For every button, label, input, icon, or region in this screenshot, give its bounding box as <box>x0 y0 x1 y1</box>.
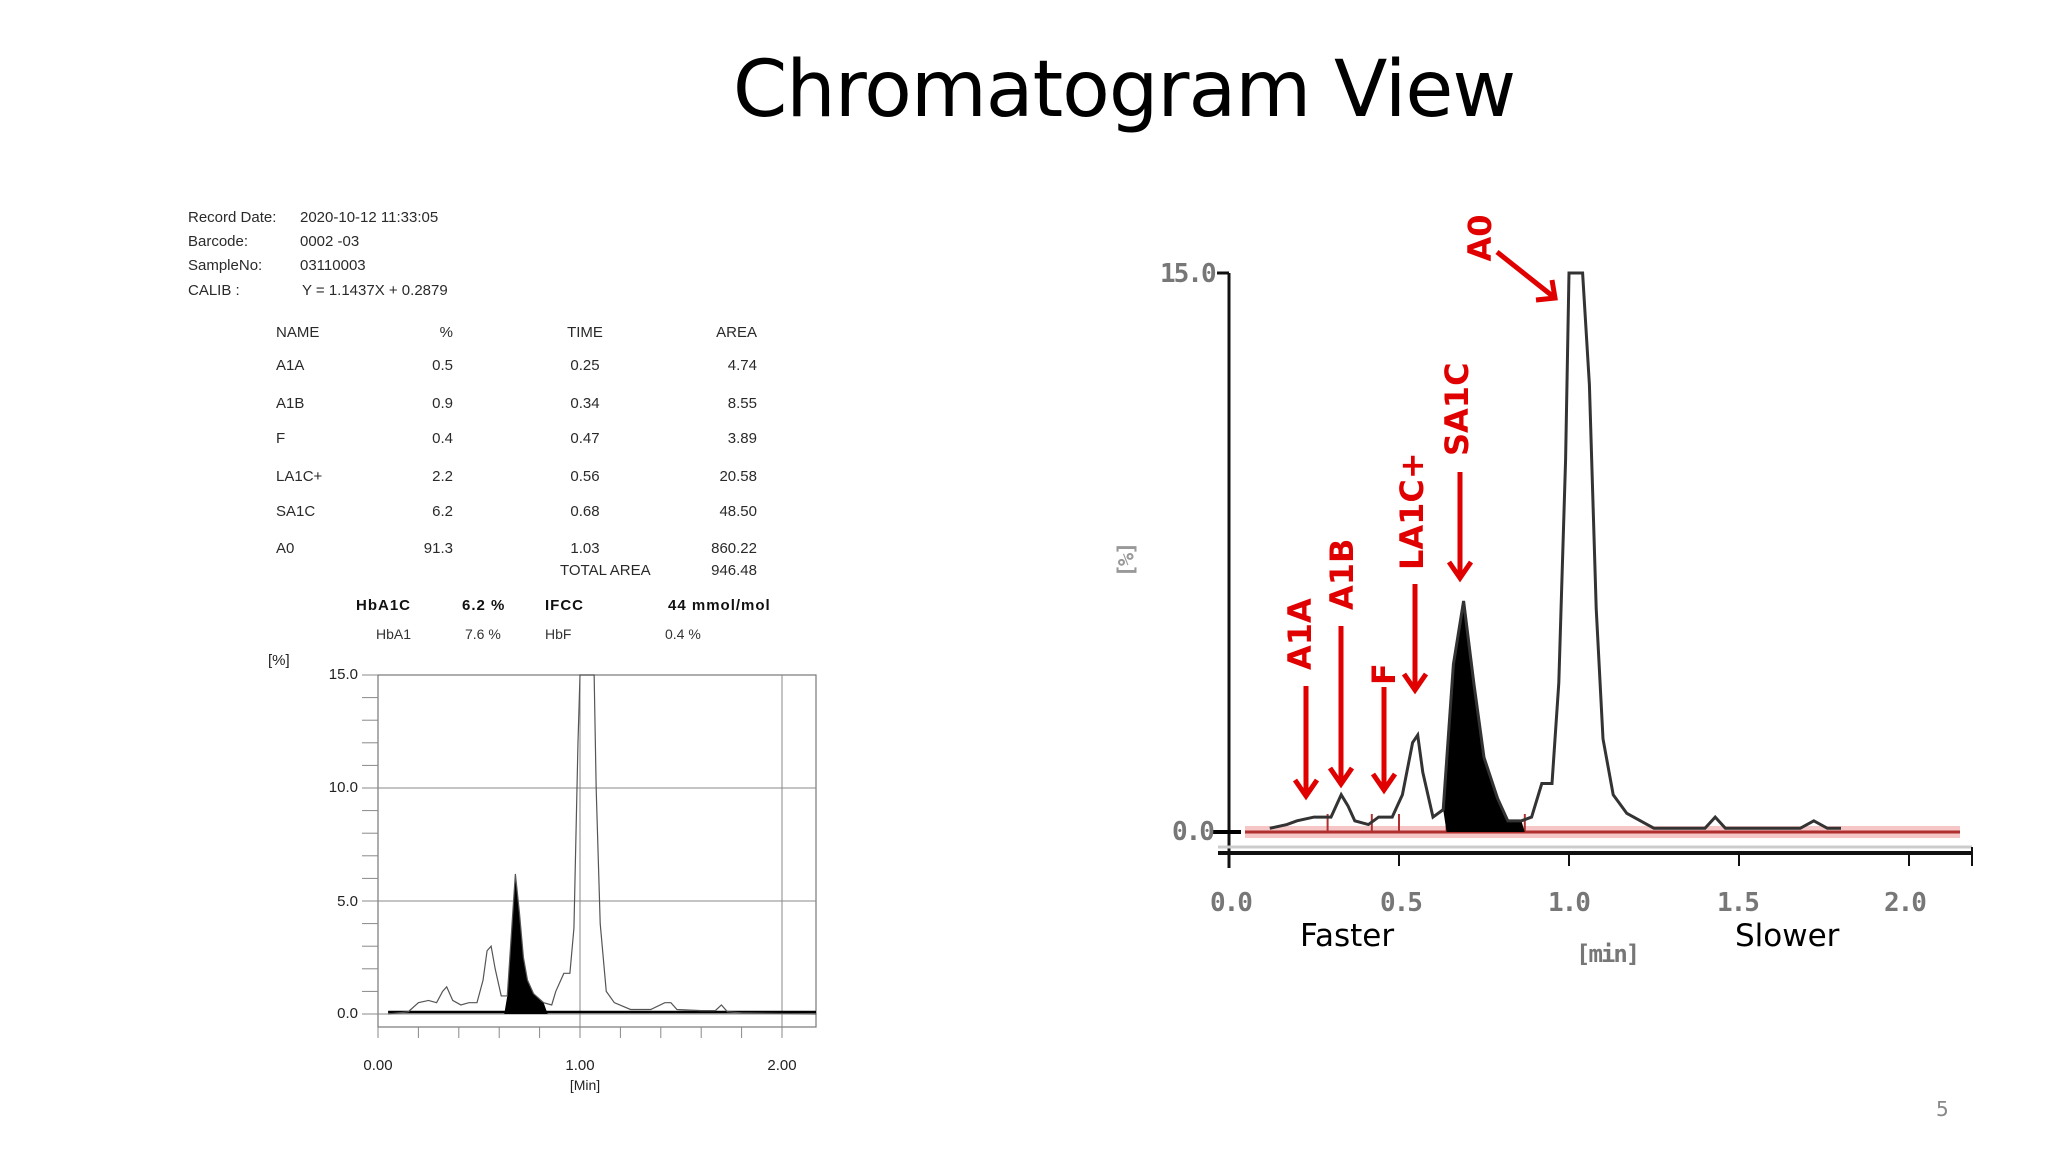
left-xtick: 1.00 <box>565 1057 595 1074</box>
table-cell: 0.56 <box>570 468 600 485</box>
right-ytick: 0.0 <box>1172 817 1215 847</box>
table-cell: 0.68 <box>570 503 600 520</box>
total-area-label: TOTAL AREA <box>560 562 651 579</box>
left-xtick: 2.00 <box>767 1057 797 1074</box>
table-cell: 4.74 <box>727 357 757 374</box>
table-header: TIME <box>567 324 603 341</box>
hba1-value: 7.6 % <box>465 626 501 642</box>
faster-label: Faster <box>1300 918 1395 954</box>
ifcc-value: 44 mmol/mol <box>668 597 771 614</box>
table-cell: 0.5 <box>432 357 453 374</box>
table-cell: 0.9 <box>432 395 453 412</box>
left-chart-ylabel: [%] <box>268 652 290 669</box>
table-cell: F <box>276 430 286 447</box>
table-cell: A0 <box>276 540 295 557</box>
left-ytick: 0.0 <box>337 1005 358 1022</box>
right-xtick: 1.5 <box>1717 888 1760 918</box>
meta-sample-no: SampleNo: 03110003 <box>188 257 366 274</box>
hba1-label: HbA1 <box>376 626 412 642</box>
left-xtick: 0.00 <box>363 1057 393 1074</box>
right-xtick: 1.0 <box>1548 888 1591 918</box>
table-cell: 3.89 <box>727 430 757 447</box>
table-cell: SA1C <box>276 503 316 520</box>
annotation-arrows <box>1292 250 1558 801</box>
table-cell: 0.47 <box>570 430 600 447</box>
table-cell: 1.03 <box>570 540 600 557</box>
meta-label: CALIB : <box>188 282 240 299</box>
page-number: 5 <box>1936 1097 1949 1121</box>
table-cell: 91.3 <box>423 540 453 557</box>
meta-value: Y = 1.1437X + 0.2879 <box>302 282 448 299</box>
table-cell: LA1C+ <box>276 468 323 485</box>
hba1c-label: HbA1C <box>356 597 412 614</box>
meta-label: Record Date: <box>188 209 277 226</box>
table-cell: 8.55 <box>727 395 757 412</box>
slower-label: Slower <box>1735 918 1840 954</box>
meta-value: 03110003 <box>300 257 366 274</box>
hbf-label: HbF <box>545 626 572 642</box>
annotation-a1a: A1A <box>1281 598 1319 670</box>
table-header: AREA <box>716 324 757 341</box>
meta-barcode: Barcode: 0002 -03 <box>188 233 359 250</box>
meta-value: 0002 -03 <box>300 233 360 250</box>
table-cell: 0.25 <box>570 357 600 374</box>
meta-record-date: Record Date: 2020-10-12 11:33:05 <box>188 209 438 226</box>
total-area-value: 946.48 <box>711 562 757 579</box>
meta-label: SampleNo: <box>188 257 263 274</box>
annotation-sa1c: SA1C <box>1438 362 1476 456</box>
meta-value: 2020-10-12 11:33:05 <box>300 209 439 226</box>
table-cell: 860.22 <box>711 540 757 557</box>
ifcc-label: IFCC <box>545 597 584 614</box>
right-xtick: 0.5 <box>1380 888 1423 918</box>
right-xtick: 0.0 <box>1210 888 1253 918</box>
table-cell: 2.2 <box>432 468 453 485</box>
hbf-value: 0.4 % <box>665 626 701 642</box>
right-chart-xlabel: [min] <box>1576 940 1640 968</box>
table-cell: A1B <box>276 395 305 412</box>
right-chart-ylabel: [%] <box>1114 543 1140 578</box>
annotation-f: F <box>1365 663 1403 685</box>
annotation-la1c-plus: LA1C+ <box>1393 452 1431 570</box>
left-chart-xlabel: [Min] <box>569 1077 601 1093</box>
table-cell: 20.58 <box>719 468 757 485</box>
right-chromatogram <box>1210 271 1973 868</box>
table-cell: 0.4 <box>432 430 453 447</box>
table-cell: 0.34 <box>570 395 600 412</box>
table-cell: 6.2 <box>432 503 453 520</box>
right-ytick: 15.0 <box>1160 259 1217 289</box>
table-header: % <box>439 324 453 341</box>
table-cell: 48.50 <box>719 503 757 520</box>
hba1c-value: 6.2 % <box>462 597 506 614</box>
meta-label: Barcode: <box>188 233 249 250</box>
table-cell: A1A <box>276 357 305 374</box>
annotation-a1b: A1B <box>1323 538 1361 610</box>
table-header: NAME <box>276 324 320 341</box>
right-xtick: 2.0 <box>1884 888 1927 918</box>
left-ytick: 10.0 <box>328 779 358 796</box>
left-ytick: 15.0 <box>328 666 358 683</box>
left-chromatogram <box>362 674 817 1038</box>
left-ytick: 5.0 <box>337 893 358 910</box>
meta-calib: CALIB : Y = 1.1437X + 0.2879 <box>188 282 448 299</box>
annotation-a0: A0 <box>1461 214 1499 262</box>
slide-title: Chromatogram View <box>732 45 1516 135</box>
